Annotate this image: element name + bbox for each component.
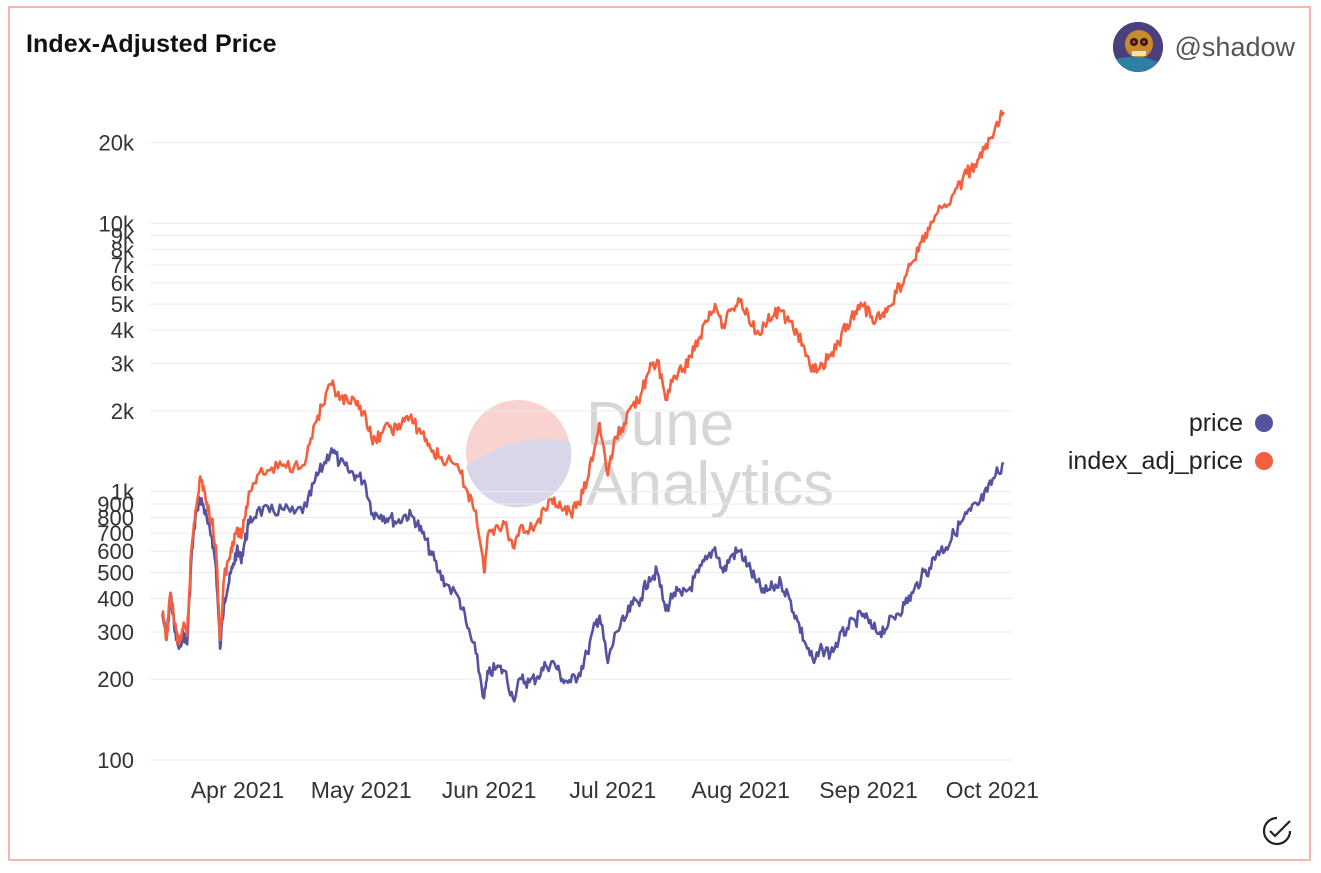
y-tick-label: 400 [97, 586, 134, 611]
y-gridlines [150, 142, 1012, 761]
x-tick-label: Apr 2021 [191, 777, 284, 803]
y-tick-label: 3k [111, 352, 135, 377]
username[interactable]: @shadow [1174, 31, 1295, 62]
y-tick-label: 500 [97, 560, 134, 585]
y-tick-label: 900 [97, 492, 134, 517]
watermark-logo-lower-icon [466, 439, 572, 508]
y-tick-label: 7k [111, 253, 135, 278]
series-lines [161, 109, 1005, 703]
y-tick-label: 9k [111, 224, 135, 249]
user-badge[interactable]: @shadow [1112, 22, 1295, 72]
skull-avatar-icon [1112, 22, 1163, 72]
y-tick-label: 8k [111, 237, 135, 262]
legend-dot-index-adj-price [1255, 452, 1273, 470]
y-tick-label: 10k [99, 211, 135, 236]
y-tick-label: 100 [97, 748, 134, 773]
watermark-line1: Dune [586, 390, 734, 459]
y-tick-label: 1k [111, 480, 135, 505]
watermark-line2: Analytics [586, 450, 834, 519]
y-tick-label: 200 [97, 667, 134, 692]
legend-label: price [1188, 408, 1243, 437]
y-tick-label: 700 [97, 521, 134, 546]
x-tick-label: Sep 2021 [819, 777, 917, 803]
y-tick-label: 6k [111, 271, 135, 296]
x-tick-label: Oct 2021 [946, 777, 1039, 803]
avatar[interactable] [1112, 22, 1163, 72]
legend-dot-price [1255, 414, 1273, 432]
chart-card: Index-Adjusted Price @shadow price index… [8, 6, 1311, 861]
y-tick-label: 2k [111, 399, 135, 424]
x-tick-label: May 2021 [311, 777, 412, 803]
y-tick-label: 5k [111, 292, 135, 317]
chart-title: Index-Adjusted Price [26, 30, 277, 58]
dune-analytics-watermark: Dune Analytics [466, 390, 834, 519]
y-tick-label: 20k [99, 131, 135, 156]
chart-legend: price index_adj_price [1068, 404, 1273, 480]
y-tick-label: 300 [97, 620, 134, 645]
series-line-price[interactable] [161, 447, 1005, 703]
legend-item-index-adj-price[interactable]: index_adj_price [1068, 442, 1273, 480]
series-line-index-adj-price[interactable] [161, 109, 1005, 646]
x-tick-label: Aug 2021 [691, 777, 789, 803]
x-axis-ticks: Apr 2021 May 2021 Jun 2021 Jul 2021 Aug 2021… [191, 777, 1039, 803]
legend-label: index_adj_price [1067, 446, 1243, 475]
legend-item-price[interactable]: price [1068, 404, 1273, 442]
y-tick-label: 600 [97, 539, 134, 564]
x-tick-label: Jul 2021 [569, 777, 656, 803]
verified-check-icon[interactable] [1261, 815, 1293, 847]
y-tick-label: 4k [111, 318, 135, 343]
y-tick-label: 800 [97, 506, 134, 531]
x-tick-label: Jun 2021 [442, 777, 537, 803]
